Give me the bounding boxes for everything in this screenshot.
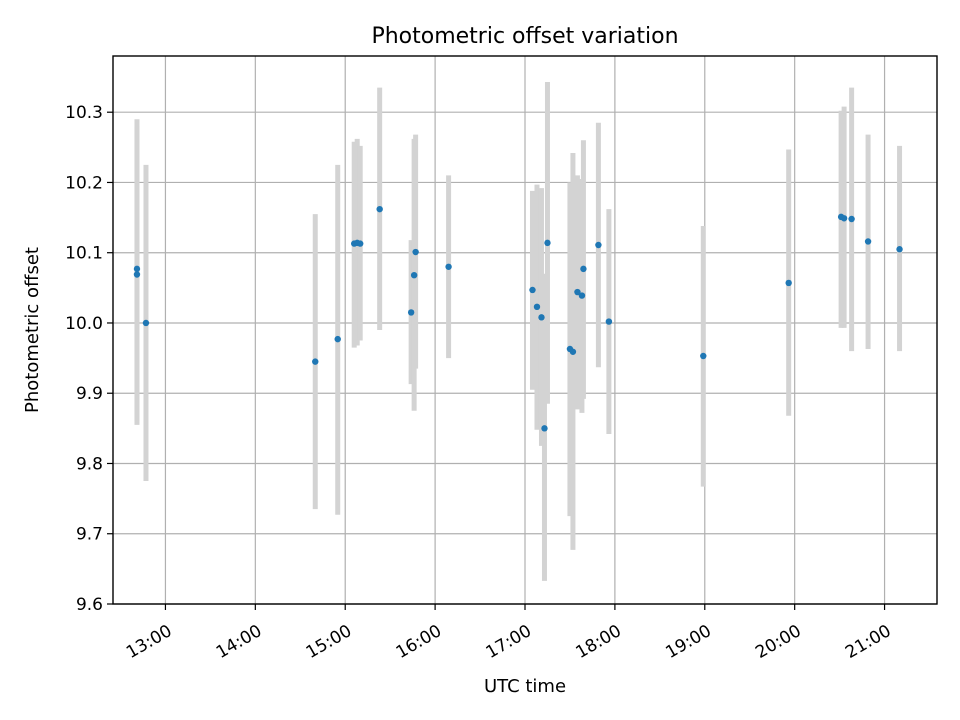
y-tick-label: 9.7 — [76, 525, 103, 545]
data-point — [529, 286, 536, 294]
y-tick-label: 10.0 — [65, 314, 103, 334]
data-point — [334, 335, 341, 343]
data-point — [580, 265, 587, 273]
x-tick-label: 18:00 — [572, 621, 624, 663]
data-point — [533, 303, 541, 311]
data-point — [896, 246, 903, 253]
data-point — [840, 215, 848, 222]
y-tick-label: 9.9 — [76, 384, 103, 404]
x-axis-label: UTC time — [484, 676, 566, 697]
x-tick-label: 14:00 — [213, 621, 265, 663]
data-point — [574, 288, 581, 296]
data-point — [133, 271, 141, 278]
data-points — [133, 205, 903, 432]
y-tick-label: 9.6 — [76, 595, 103, 615]
data-point — [595, 241, 602, 249]
data-point — [538, 314, 545, 321]
x-tick-label: 19:00 — [662, 621, 714, 663]
y-axis-label: Photometric offset — [22, 247, 43, 413]
y-tick-label: 9.8 — [76, 454, 103, 474]
data-point — [700, 352, 707, 360]
data-point — [312, 358, 319, 365]
y-tick-label: 10.3 — [65, 103, 103, 123]
y-tick-label: 10.2 — [65, 173, 103, 193]
data-point — [785, 279, 792, 287]
data-point — [569, 348, 577, 355]
y-tick-label: 10.1 — [65, 244, 103, 264]
data-point — [445, 263, 452, 270]
data-point — [864, 238, 872, 245]
data-point — [848, 215, 855, 223]
data-point — [605, 318, 613, 325]
x-tick-label: 15:00 — [303, 621, 355, 663]
data-point — [357, 240, 364, 247]
chart-title: Photometric offset variation — [371, 24, 678, 49]
x-tick-label: 16:00 — [393, 621, 445, 663]
grid — [113, 56, 937, 605]
data-point — [544, 239, 551, 247]
error-bars — [134, 81, 903, 581]
data-point — [410, 272, 418, 279]
data-point — [578, 292, 586, 299]
data-point — [407, 309, 415, 316]
x-axis-ticks: 13:00 14:00 15:00 16:00 17:00 18:00 19:00 20:00… — [123, 604, 895, 663]
data-point — [412, 248, 419, 256]
x-tick-label: 21:00 — [842, 621, 894, 663]
x-tick-label: 17:00 — [483, 621, 535, 663]
y-axis-ticks: 9.6 9.7 9.8 9.9 10.0 10.1 10.2 10.3 — [65, 103, 113, 615]
data-point — [142, 319, 150, 327]
data-point — [133, 265, 141, 273]
x-tick-label: 13:00 — [123, 621, 175, 663]
data-point — [376, 205, 383, 213]
x-tick-label: 20:00 — [752, 621, 804, 663]
data-point — [541, 425, 548, 432]
